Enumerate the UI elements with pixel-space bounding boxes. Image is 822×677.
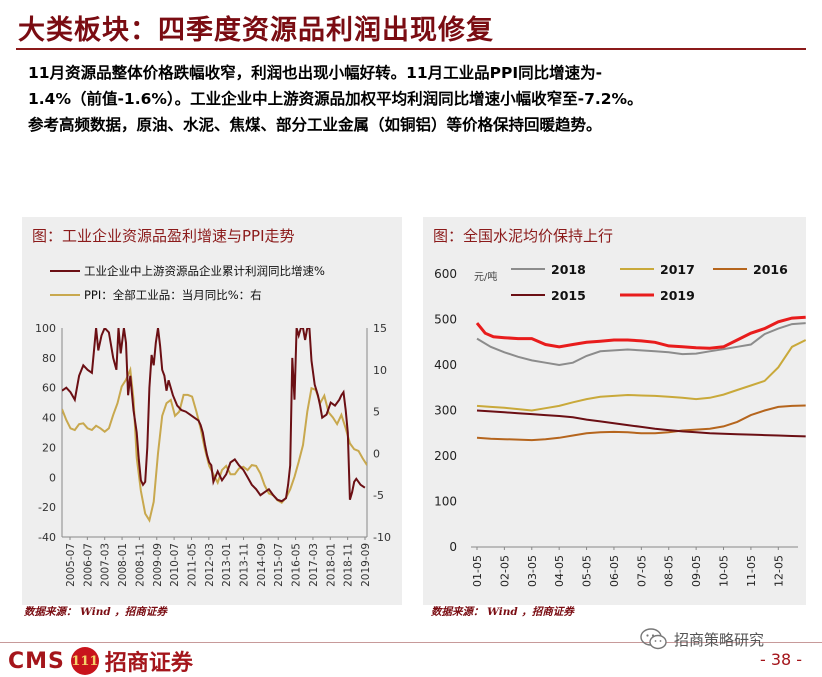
x-tick-label-3: 2008-01 [117, 543, 129, 587]
x-tick-label-4: 2008-11 [134, 543, 146, 587]
data-source-right: 数据来源： Wind ，招商证券 [431, 606, 574, 618]
x-tick-label-15: 2018-01 [325, 543, 337, 587]
cement-series-line-2016 [476, 404, 806, 442]
cement-legend-label-2016: 2016 [753, 262, 788, 277]
wechat-icon [640, 628, 667, 650]
cement-y-tick-3: 300 [434, 404, 457, 418]
cement-price-chart: 0 100 200 300 400 500 600 元/吨 01-05 02-05 03-05 04-… [434, 262, 806, 587]
right-axis-tick-2: 0 [373, 447, 380, 460]
x-tick-label-17: 2019-09 [360, 543, 372, 587]
summary-line-1: 11月资源品整体价格跌幅收窄，利润也出现小幅好转。11月工业品PPI同比增速为- [28, 64, 603, 82]
wechat-account: 招商策略研究 [640, 628, 764, 650]
x-tick-label-2: 2007-03 [100, 543, 112, 587]
x-tick-label-1: 2006-07 [82, 543, 94, 587]
legend-label-ppi: PPI：全部工业品：当月同比%：右 [84, 288, 262, 302]
x-tick-label-0: 2005-07 [65, 543, 77, 587]
x-tick-label-16: 2018-11 [343, 543, 355, 587]
left-axis-tick-6: 80 [42, 352, 56, 365]
cement-x-tick-label-8: 09-05 [690, 555, 703, 587]
right-axis-tick-0: -10 [373, 531, 391, 544]
summary-text: 11月资源品整体价格跌幅收窄，利润也出现小幅好转。11月工业品PPI同比增速为-… [28, 60, 818, 138]
cement-x-tick-label-10: 11-05 [745, 555, 758, 587]
profit-ppi-chart: -40 -20 0 20 40 60 80 100 -10 -5 0 5 10 15 2005-07 2006… [35, 264, 391, 587]
cement-legend-label-2018: 2018 [551, 262, 586, 277]
x-tick-label-8: 2012-03 [204, 543, 216, 587]
right-axis-tick-4: 10 [373, 364, 387, 377]
cement-x-tick-label-11: 12-05 [772, 555, 785, 587]
cement-x-tick-label-0: 01-05 [471, 555, 484, 587]
cement-series-line-2019 [475, 315, 806, 350]
cement-y-tick-6: 600 [434, 267, 457, 281]
wechat-account-name: 招商策略研究 [674, 630, 765, 649]
cement-series-line-2015 [476, 409, 806, 438]
cement-legend-label-2015: 2015 [551, 288, 586, 303]
legend-label-profit: 工业企业中上游资源品企业累计利润同比增速% [84, 264, 325, 278]
title-divider [16, 48, 806, 50]
profit-ppi-chart-title: 图：工业企业资源品盈利增速与PPI走势 [32, 227, 295, 245]
cement-y-unit-label: 元/吨 [474, 270, 497, 283]
left-axis-tick-4: 40 [42, 412, 56, 425]
x-tick-label-12: 2015-07 [273, 543, 285, 587]
x-tick-label-10: 2013-11 [239, 543, 251, 587]
page-number: - 38 - [760, 650, 803, 669]
cement-legend-label-2017: 2017 [660, 262, 695, 277]
right-axis-tick-3: 5 [373, 406, 380, 419]
x-tick-label-9: 2013-01 [221, 543, 233, 587]
cement-x-tick-label-5: 06-05 [608, 555, 621, 587]
cement-x-tick-label-1: 02-05 [498, 555, 511, 587]
summary-line-2: 1.4%（前值-1.6%）。工业企业中上游资源品加权平均利润同比增速小幅收窄至-… [28, 90, 643, 108]
summary-line-3: 参考高频数据，原油、水泥、焦煤、部分工业金属（如铜铝）等价格保持回暖趋势。 [28, 116, 602, 134]
cement-y-tick-4: 400 [434, 358, 457, 372]
cement-x-tick-label-6: 07-05 [635, 555, 648, 587]
left-axis-tick-7: 100 [35, 322, 56, 335]
profit-ppi-chart-panel: 图：工业企业资源品盈利增速与PPI走势 -40 -20 0 20 40 60 80 100 -1… [22, 217, 402, 605]
profit-growth-series-line [62, 328, 366, 503]
cms-badge-icon: 111 [70, 647, 99, 675]
x-tick-label-7: 2011-05 [186, 543, 198, 587]
footer-divider [0, 642, 822, 643]
left-axis-tick-3: 20 [42, 441, 56, 454]
left-axis-tick-5: 60 [42, 382, 56, 395]
broker-name: 招商证券 [104, 650, 193, 676]
x-tick-label-14: 2017-03 [308, 543, 320, 587]
cms-logo: CMS 111 招商证券 [8, 645, 193, 677]
x-tick-label-6: 2010-07 [169, 543, 181, 587]
cms-logo-text: CMS [8, 648, 65, 674]
cement-y-tick-2: 200 [434, 449, 457, 463]
cement-x-tick-label-2: 03-05 [526, 555, 539, 587]
cement-x-tick-label-9: 10-05 [718, 555, 731, 587]
cement-legend-label-2019: 2019 [660, 288, 695, 303]
x-tick-label-11: 2014-09 [256, 543, 268, 587]
right-axis-tick-5: 15 [373, 322, 387, 335]
cement-x-tick-label-7: 08-05 [663, 555, 676, 587]
cement-series-line-2018 [476, 322, 806, 367]
left-axis-tick-0: -40 [38, 531, 56, 544]
cement-y-tick-0: 0 [449, 540, 457, 554]
x-tick-label-5: 2009-09 [152, 543, 164, 587]
page-title: 大类板块：四季度资源品利润出现修复 [18, 15, 494, 46]
cement-price-chart-panel: 图：全国水泥均价保持上行 0 100 200 300 400 500 600 元/吨 01-05… [423, 217, 806, 605]
cement-x-tick-label-3: 04-05 [553, 555, 566, 587]
data-source-left: 数据来源： Wind ，招商证券 [24, 606, 167, 618]
cement-y-tick-1: 100 [434, 495, 457, 509]
cement-series-line-2017 [476, 339, 806, 412]
left-axis-tick-1: -20 [38, 501, 56, 514]
left-axis-tick-2: 0 [49, 471, 56, 484]
cement-price-chart-title: 图：全国水泥均价保持上行 [433, 227, 614, 245]
ppi-series-line [62, 365, 367, 523]
cement-x-tick-label-4: 05-05 [581, 555, 594, 587]
x-tick-label-13: 2016-05 [291, 543, 303, 587]
right-axis-tick-1: -5 [373, 489, 384, 502]
cement-y-tick-5: 500 [434, 313, 457, 327]
